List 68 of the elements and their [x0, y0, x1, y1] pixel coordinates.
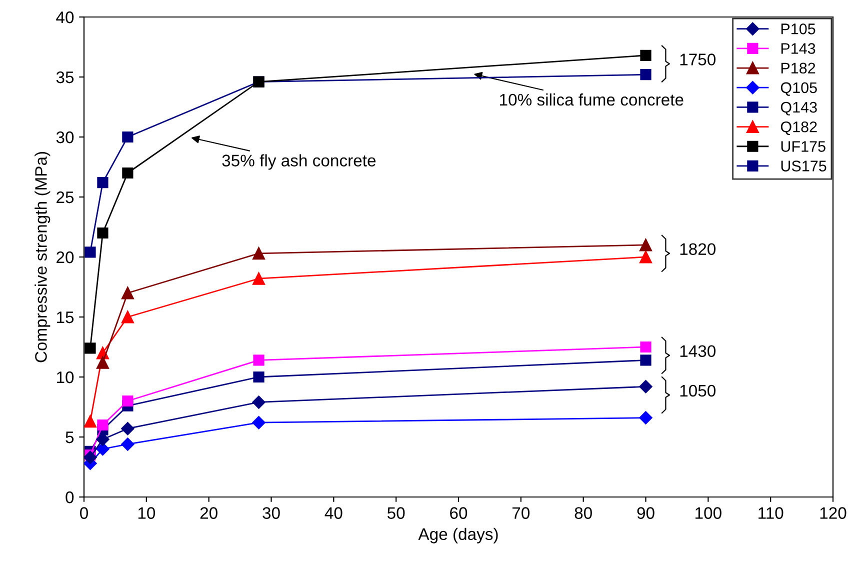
y-axis-title: Compressive strength (MPa) — [34, 152, 50, 362]
point — [121, 438, 134, 451]
point — [639, 411, 652, 424]
point — [640, 341, 652, 353]
y-tick-label: 40 — [56, 11, 74, 24]
x-axis-title: Age (days) — [418, 528, 498, 544]
legend-label: P182 — [781, 62, 816, 74]
annotation: 1430 — [680, 345, 716, 358]
point — [97, 419, 108, 431]
x-tick-label: 20 — [200, 507, 218, 519]
x-tick-label: 50 — [387, 507, 405, 519]
point — [640, 250, 652, 264]
y-tick-label: 10 — [57, 371, 74, 384]
point — [122, 131, 134, 143]
point — [640, 354, 652, 366]
point — [122, 167, 134, 179]
x-tick-label: 0 — [80, 507, 88, 519]
x-tick-label: 40 — [324, 507, 342, 519]
point — [252, 416, 266, 430]
legend-label: P143 — [781, 43, 816, 54]
legend-label: Q105 — [780, 82, 817, 96]
x-tick-label: 30 — [262, 507, 280, 519]
x-tick-label: 60 — [450, 507, 468, 519]
point — [97, 177, 108, 188]
point — [84, 246, 96, 258]
point — [640, 69, 652, 80]
point — [84, 415, 96, 428]
x-tick-label: 100 — [696, 507, 722, 519]
y-tick-label: 0 — [66, 491, 74, 504]
y-tick-label: 35 — [56, 71, 74, 84]
x-tick-label: 110 — [758, 507, 784, 519]
legend-label: UF175 — [781, 141, 826, 152]
point — [252, 247, 266, 260]
x-tick-label: 90 — [637, 507, 654, 519]
point — [252, 272, 266, 285]
point — [84, 450, 97, 464]
y-tick-label: 5 — [66, 432, 74, 444]
annotation: 1050 — [680, 384, 716, 397]
legend-label: Q182 — [780, 121, 817, 136]
point — [122, 395, 134, 407]
point — [121, 310, 134, 324]
point — [97, 227, 108, 239]
point — [639, 380, 652, 394]
point — [84, 342, 96, 354]
y-tick-label: 20 — [56, 251, 74, 264]
x-tick-label: 70 — [512, 507, 530, 519]
legend-label: US175 — [781, 160, 826, 172]
legend-label: P105 — [781, 24, 816, 34]
x-tick-label: 120 — [820, 507, 846, 519]
y-tick-label: 15 — [57, 312, 74, 324]
annotation: 1750 — [680, 54, 716, 66]
point — [640, 238, 652, 252]
x-tick-label: 80 — [574, 507, 592, 519]
point — [121, 286, 134, 300]
point — [253, 354, 264, 366]
point — [252, 396, 266, 409]
point — [96, 356, 109, 369]
point — [121, 422, 134, 436]
x-tick-label: 10 — [138, 507, 156, 519]
y-tick-label: 25 — [56, 191, 74, 204]
legend-label: Q143 — [780, 102, 817, 116]
point — [253, 371, 264, 383]
y-tick-label: 30 — [56, 131, 74, 144]
point — [640, 50, 652, 61]
point — [96, 442, 110, 456]
annotation: 35% fly ash concrete — [222, 154, 376, 170]
annotation: 1820 — [680, 243, 716, 256]
annotation: 10% silica fume concrete — [500, 93, 684, 106]
